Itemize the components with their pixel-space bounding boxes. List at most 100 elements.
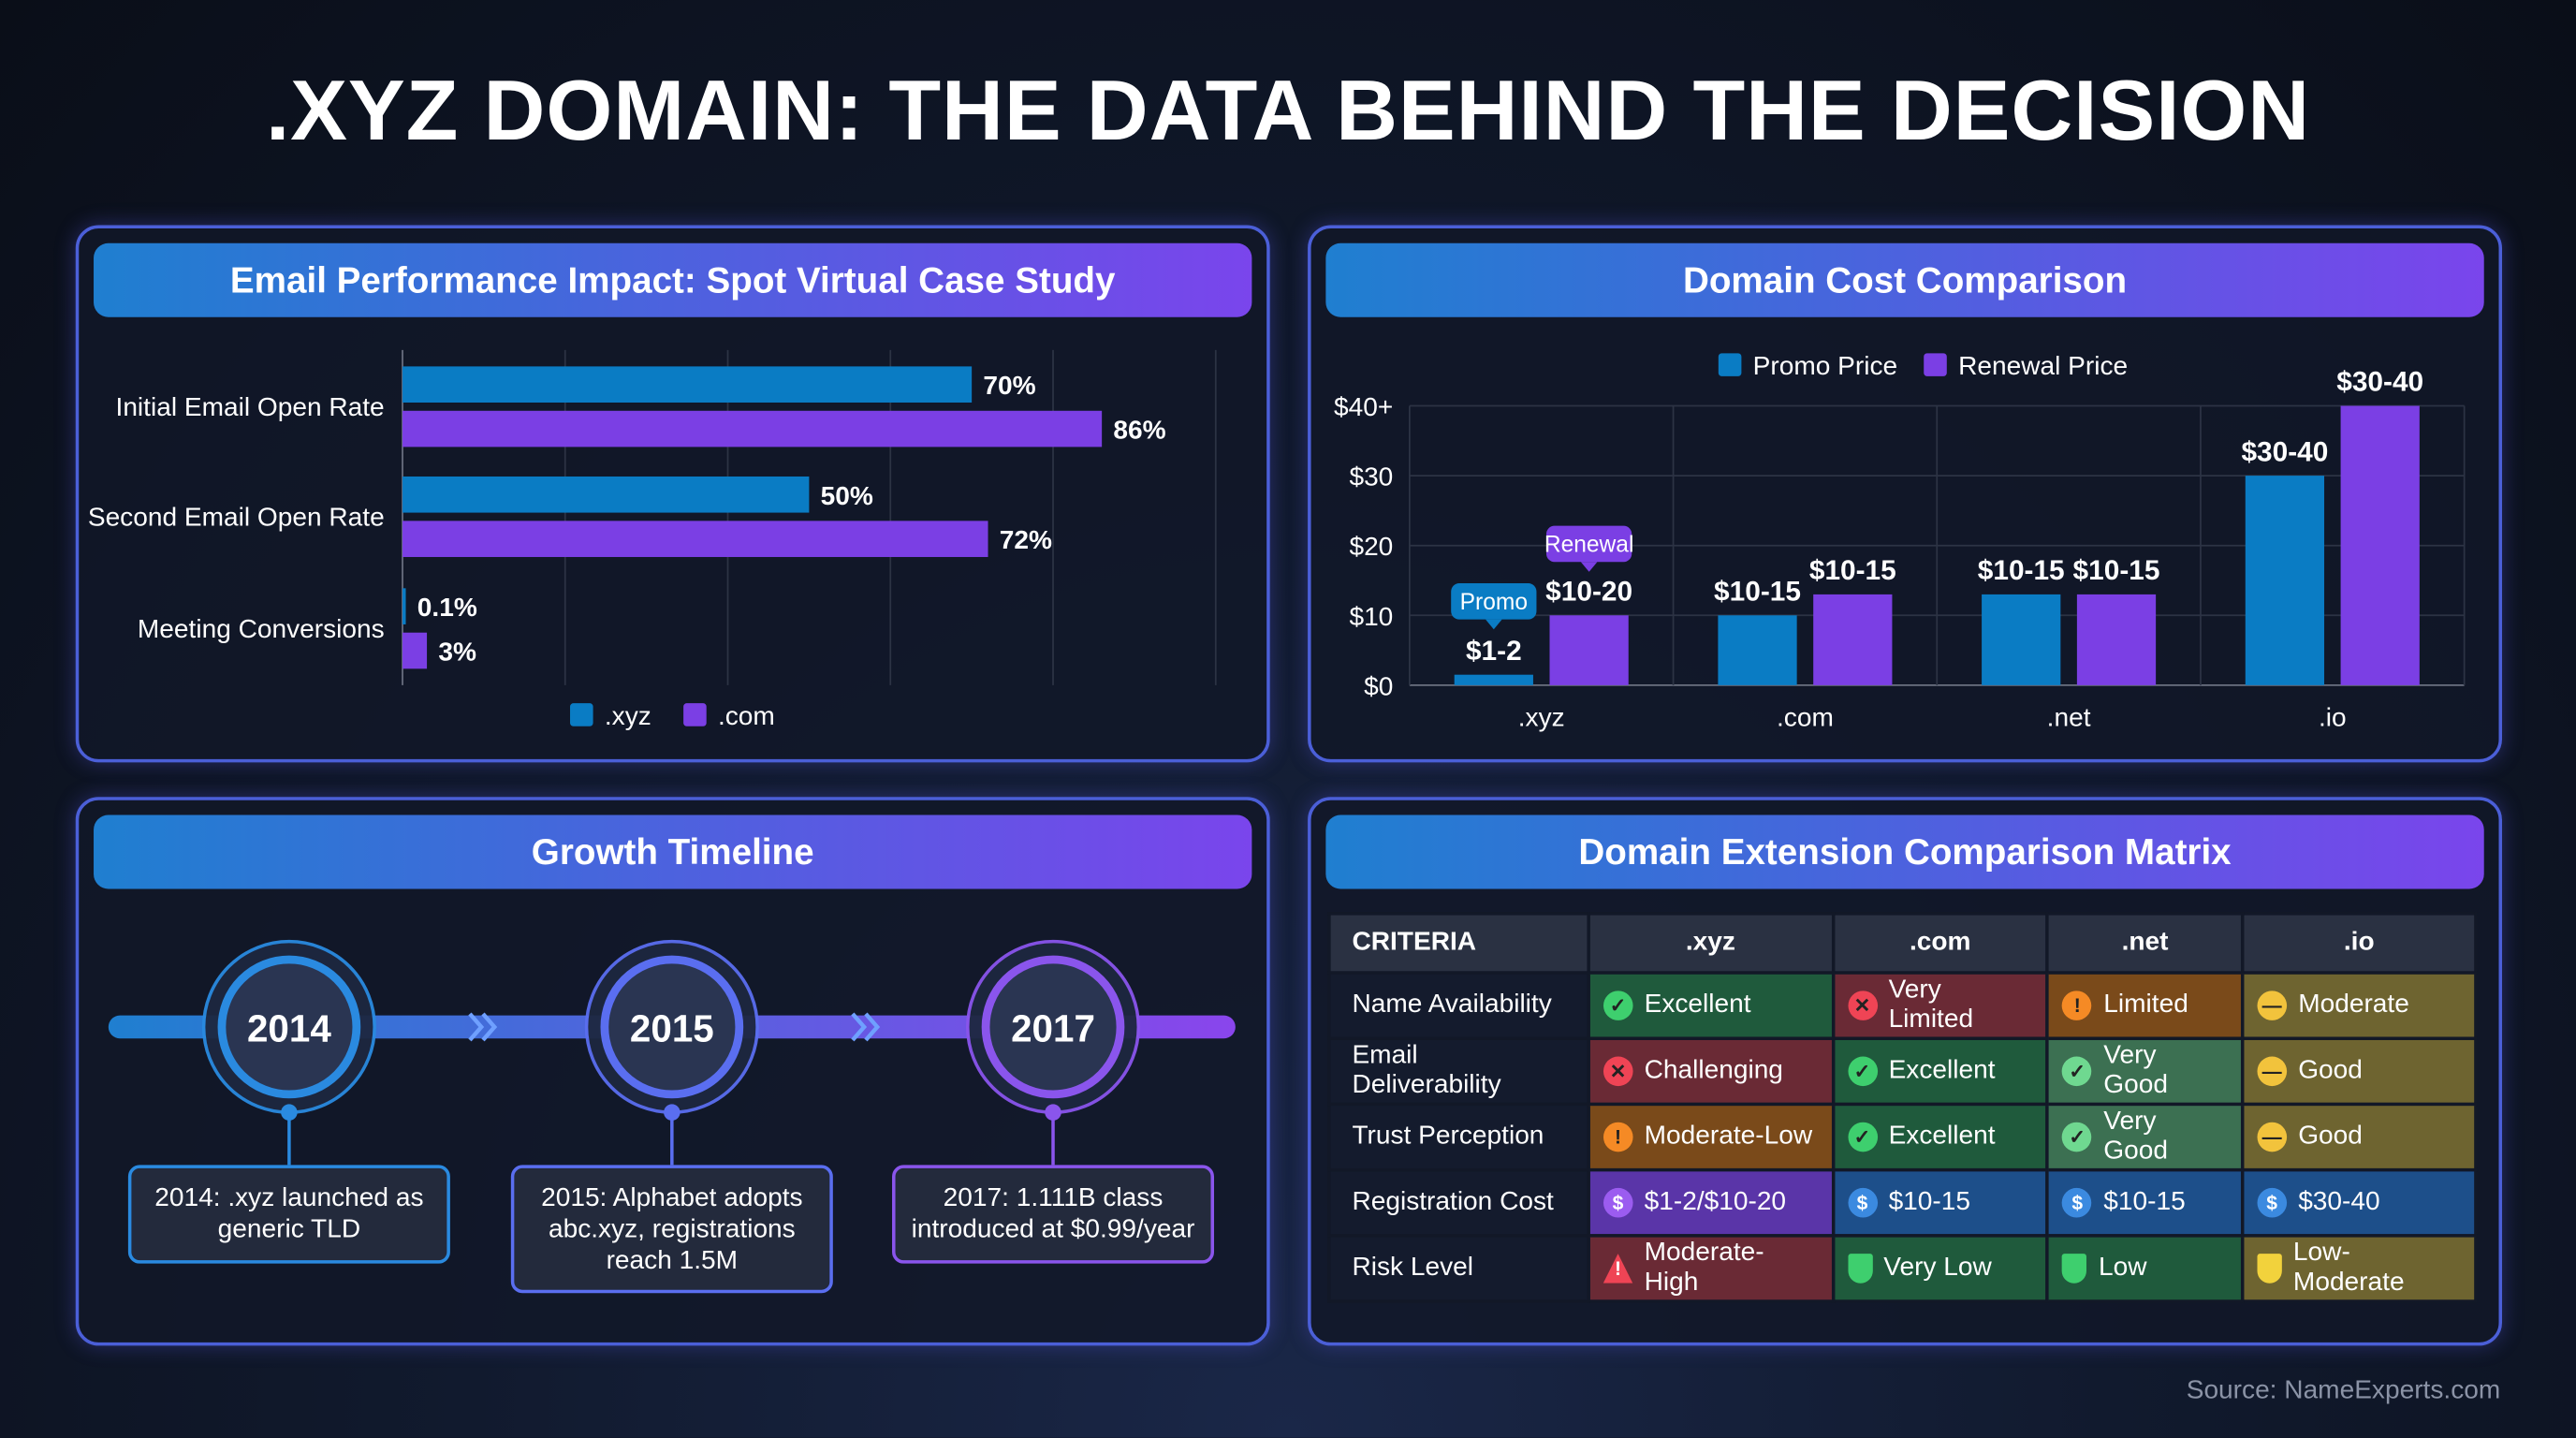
cell-value: Excellent	[1888, 1122, 1996, 1151]
cell-value: Moderate	[2298, 990, 2409, 1020]
check-circle-icon: ✓	[1847, 1122, 1878, 1152]
cell-value: Very Good	[2103, 1041, 2168, 1100]
cell-value: Low-Moderate	[2292, 1239, 2405, 1297]
check-circle-light-icon: ✓	[2062, 1056, 2093, 1087]
bar	[1813, 594, 1893, 685]
year-label: 2017	[1011, 1007, 1095, 1050]
matrix-cell: $ $30-40	[2240, 1167, 2478, 1238]
chevron-right-icon	[468, 1012, 498, 1042]
x-circle-icon: ✕	[1847, 990, 1878, 1020]
matrix-cell: ✓ Excellent	[1831, 1036, 2050, 1107]
matrix-cell: ✓ Excellent	[1831, 1102, 2050, 1172]
source-credit: Source: NameExperts.com	[2186, 1376, 2501, 1405]
y-tick-label: $10	[1349, 602, 1393, 631]
cell-value: Good	[2298, 1056, 2363, 1085]
y-tick-label: $20	[1349, 532, 1393, 561]
matrix-cell: — Good	[2240, 1102, 2478, 1172]
cell-value: Excellent	[1888, 1056, 1996, 1085]
category-label: Second Email Open Rate	[88, 503, 385, 532]
legend-label: .xyz	[605, 701, 651, 730]
cell-value: $10-15	[1888, 1187, 1971, 1216]
category-label: Initial Email Open Rate	[116, 392, 385, 421]
data-label: $10-15	[1714, 576, 1801, 607]
matrix-cell: ✓ Very Good	[2045, 1036, 2245, 1107]
annotation-label: Renewal	[1544, 533, 1634, 558]
chevron-right-icon	[851, 1012, 881, 1042]
criteria-label: Risk Level	[1327, 1234, 1590, 1303]
matrix-row: Trust Perception! Moderate-Low ✓ Excellent ✓…	[1327, 1102, 2478, 1172]
criteria-label: Trust Perception	[1327, 1102, 1590, 1172]
bar	[402, 588, 406, 624]
bar	[402, 366, 973, 403]
panel-title: Domain Extension Comparison Matrix	[1325, 814, 2484, 889]
dollar-circle-icon: $	[2257, 1187, 2287, 1218]
dollar-circle-icon: $	[1847, 1187, 1878, 1218]
connector-dot	[281, 1104, 298, 1121]
minus-circle-icon: —	[2257, 1056, 2287, 1087]
column-header: .net	[2045, 912, 2245, 975]
cell-value: Moderate-Low	[1644, 1122, 1813, 1151]
minus-circle-icon: —	[2257, 1122, 2287, 1152]
x-tick-label: .io	[2319, 703, 2347, 732]
x-tick-label: .net	[2047, 703, 2091, 732]
year-circle	[600, 955, 744, 1099]
panel-title: Email Performance Impact: Spot Virtual C…	[94, 242, 1252, 317]
cell-value: Challenging	[1644, 1056, 1783, 1085]
matrix-cell: — Moderate	[2240, 971, 2478, 1040]
data-label: 70%	[983, 371, 1035, 400]
matrix-row: Name Availability ✓ Excellent ✕ Very Limited…	[1327, 971, 2478, 1040]
check-circle-light-icon: ✓	[2062, 1122, 2093, 1152]
page-title: .XYZ DOMAIN: THE DATA BEHIND THE DECISIO…	[265, 64, 2311, 160]
bar	[402, 632, 428, 669]
matrix-cell: ✓ Very Good	[2045, 1102, 2245, 1172]
column-header: .io	[2240, 912, 2478, 975]
callout-pointer	[1580, 562, 1598, 572]
criteria-label: Email Deliverability	[1327, 1036, 1590, 1107]
matrix-cell: — Good	[2240, 1036, 2478, 1107]
cell-value: $10-15	[2103, 1187, 2186, 1216]
cell-value: Low	[2099, 1254, 2147, 1282]
bar	[1718, 615, 1797, 685]
connector-dot	[1045, 1104, 1061, 1121]
timeline-description: 2017: 1.111B class introduced at $0.99/y…	[892, 1165, 1215, 1264]
check-circle-icon: ✓	[1603, 990, 1633, 1020]
bar	[2245, 476, 2325, 685]
email-performance-chart: Initial Email Open Rate 70% 86% Second Emai…	[88, 349, 1217, 730]
shield-yellow-icon	[2257, 1254, 2282, 1284]
matrix-row: Email Deliverability ✕ Challenging ✓ Excelle…	[1327, 1036, 2478, 1107]
matrix-cell: $ $10-15	[2045, 1167, 2245, 1238]
y-tick-label: $30	[1349, 462, 1393, 492]
matrix-cell: ! Limited	[2045, 971, 2245, 1040]
bar	[402, 476, 810, 513]
matrix-cell: $ $10-15	[1831, 1167, 2050, 1238]
data-label: 50%	[821, 481, 873, 510]
data-label: 3%	[438, 638, 476, 667]
data-label: $1-2	[1466, 636, 1522, 667]
callout-pointer	[1486, 619, 1502, 630]
bar	[402, 410, 1103, 448]
matrix-cell: $ $1-2/$10-20	[1587, 1167, 1835, 1238]
data-label: 86%	[1113, 416, 1165, 445]
legend-swatch	[1924, 353, 1947, 376]
legend-label: Renewal Price	[1958, 351, 2128, 380]
matrix-row: Risk Level! Moderate-High Very Low Low Low-M…	[1327, 1234, 2478, 1303]
data-label: $10-15	[1978, 555, 2065, 586]
bar	[2340, 405, 2420, 685]
category-label: Meeting Conversions	[138, 614, 385, 643]
matrix-cell: ✓ Excellent	[1587, 971, 1835, 1040]
annotation-callout	[1545, 525, 1632, 563]
matrix-cell: ! Moderate-Low	[1587, 1102, 1835, 1172]
check-circle-icon: ✓	[1847, 1056, 1878, 1087]
legend-swatch	[1718, 353, 1742, 376]
matrix-cell: ✕ Challenging	[1587, 1036, 1835, 1107]
x-circle-icon: ✕	[1603, 1056, 1633, 1087]
panel-title: Growth Timeline	[94, 814, 1252, 889]
bar	[1549, 615, 1629, 685]
data-label: $10-15	[1809, 555, 1896, 586]
data-label: 72%	[1000, 525, 1052, 554]
bar	[402, 521, 988, 557]
data-label: $30-40	[2241, 436, 2328, 467]
column-header: CRITERIA	[1327, 912, 1590, 975]
y-tick-label: $40+	[1334, 392, 1393, 421]
